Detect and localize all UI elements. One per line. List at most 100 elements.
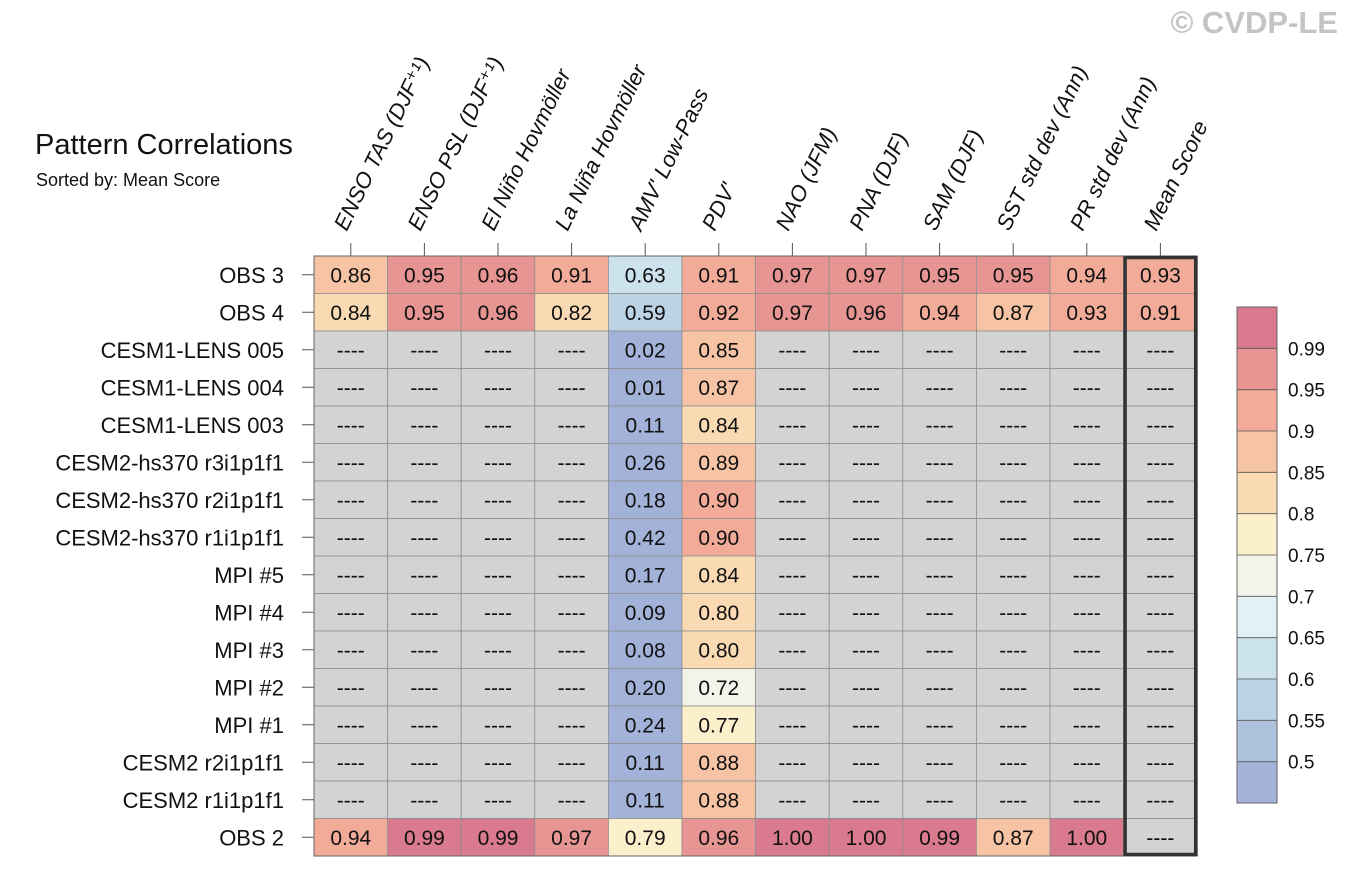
heatmap-cell — [681, 743, 756, 782]
cell-value-label: ---- — [852, 414, 880, 437]
heatmap-cell — [387, 405, 462, 444]
heatmap-cell — [902, 593, 977, 632]
heatmap-cell — [1049, 743, 1124, 782]
column-label: PNA (DJF) — [844, 128, 913, 234]
cell-value-label: 0.99 — [404, 827, 445, 850]
heatmap-cell — [681, 668, 756, 707]
colorbar-tick-label: 0.65 — [1288, 629, 1325, 650]
heatmap-cell — [387, 780, 462, 819]
cell-value-label: ---- — [852, 789, 880, 812]
heatmap-cell — [1049, 368, 1124, 407]
heatmap-cell — [976, 555, 1051, 594]
cell-value-label: ---- — [852, 714, 880, 737]
cell-value-label: ---- — [926, 789, 954, 812]
cell-value-label: 0.11 — [626, 414, 665, 437]
heatmap-cell — [1123, 818, 1198, 857]
cell-value-label: 0.96 — [698, 827, 739, 850]
cell-value-label: ---- — [1146, 714, 1174, 737]
cell-value-label: ---- — [852, 527, 880, 550]
cell-value-label: ---- — [484, 639, 512, 662]
heatmap-cell — [755, 818, 830, 857]
heatmap-cell — [828, 630, 904, 669]
cell-value-label: ---- — [558, 564, 586, 587]
cell-value-label: ---- — [852, 452, 880, 475]
cell-value-label: 0.93 — [1066, 302, 1107, 325]
colorbar-tick-label: 0.75 — [1288, 546, 1325, 567]
mean-score-highlight — [313, 255, 1198, 857]
cell-value-label: 0.99 — [478, 827, 519, 850]
heatmap-cell — [828, 668, 904, 707]
cell-value-label: ---- — [410, 527, 438, 550]
cell-value-label: ---- — [852, 602, 880, 625]
heatmap-cell — [460, 405, 536, 444]
cell-value-label: ---- — [778, 414, 806, 437]
heatmap-cell — [828, 818, 904, 857]
cell-value-label: ---- — [337, 527, 365, 550]
cell-value-label: ---- — [337, 339, 365, 362]
heatmap-cell — [1123, 330, 1198, 369]
cell-value-label: ---- — [999, 377, 1027, 400]
row-label: MPI #4 — [214, 600, 284, 625]
cell-value-label: ---- — [778, 602, 806, 625]
cell-value-label: ---- — [926, 752, 954, 775]
heatmap-cell — [681, 555, 756, 594]
cell-value-label: ---- — [484, 489, 512, 512]
heatmap-cell — [902, 480, 977, 519]
cell-value-label: 0.02 — [625, 339, 666, 362]
cell-value-label: ---- — [926, 339, 954, 362]
cell-value-label: 0.95 — [993, 264, 1034, 287]
heatmap-cell — [387, 293, 462, 332]
cell-value-label: ---- — [1146, 639, 1174, 662]
cell-value-label: ---- — [778, 452, 806, 475]
heatmap-cell — [608, 668, 683, 707]
cell-value-label: ---- — [999, 752, 1027, 775]
cell-value-label: 0.96 — [846, 302, 887, 325]
cell-value-label: ---- — [852, 564, 880, 587]
cell-value-label: ---- — [484, 714, 512, 737]
heatmap-cell — [313, 630, 388, 669]
cell-value-label: 0.95 — [404, 302, 445, 325]
heatmap-cell — [460, 668, 536, 707]
cell-value-label: ---- — [410, 452, 438, 475]
cell-value-label: 0.08 — [625, 639, 666, 662]
heatmap-cell — [1049, 705, 1124, 744]
cell-value-label: ---- — [484, 752, 512, 775]
cell-value-label: 0.86 — [330, 264, 371, 287]
cell-value-label: ---- — [1073, 377, 1101, 400]
cell-value-label: ---- — [558, 489, 586, 512]
column-label: AMV' Low-Pass — [622, 84, 713, 236]
heatmap-cell — [313, 405, 388, 444]
cell-value-label: ---- — [999, 489, 1027, 512]
colorbar-tick-label: 0.9 — [1288, 422, 1314, 443]
cell-value-label: ---- — [778, 339, 806, 362]
colorbar-swatch — [1237, 761, 1277, 803]
cell-value-label: 0.84 — [698, 564, 739, 587]
heatmap-cell — [460, 480, 536, 519]
heatmap-cell — [534, 368, 609, 407]
heatmap-cell — [313, 330, 388, 369]
cell-value-label: 0.84 — [330, 302, 371, 325]
heatmap-cell — [313, 518, 388, 557]
heatmap-cell — [1123, 293, 1198, 332]
cell-value-label: ---- — [410, 414, 438, 437]
cell-value-label: ---- — [558, 639, 586, 662]
column-label: NAO (JFM) — [770, 123, 841, 234]
cell-value-label: ---- — [484, 789, 512, 812]
cell-value-label: 0.01 — [625, 377, 666, 400]
cell-value-label: 0.91 — [551, 264, 592, 287]
cell-value-label: 0.82 — [551, 302, 592, 325]
cell-value-label: 0.91 — [1140, 302, 1181, 325]
cell-value-label: 0.93 — [1140, 264, 1181, 287]
cell-value-label: ---- — [337, 414, 365, 437]
cell-value-label: 0.97 — [772, 264, 813, 287]
cell-value-label: ---- — [484, 602, 512, 625]
heatmap-cell — [387, 818, 462, 857]
row-label: MPI #3 — [214, 638, 284, 663]
heatmap-cell — [902, 330, 977, 369]
heatmap-cell — [313, 593, 388, 632]
cell-value-label: ---- — [778, 377, 806, 400]
cell-value-label: ---- — [1146, 827, 1174, 850]
cell-value-label: ---- — [1146, 339, 1174, 362]
cell-value-label: ---- — [1073, 639, 1101, 662]
heatmap-cell — [387, 368, 462, 407]
